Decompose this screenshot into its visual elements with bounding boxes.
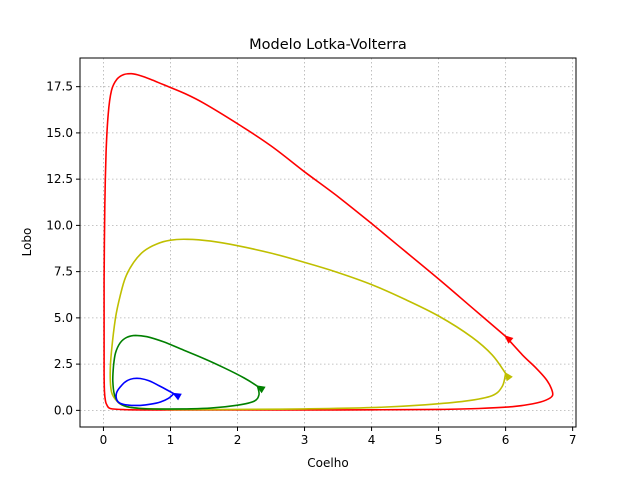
series-line-3 <box>111 334 260 410</box>
series-line-1 <box>103 72 554 411</box>
series-line-2 <box>109 238 507 411</box>
series-arrow-1 <box>504 335 514 344</box>
x-tick-label: 6 <box>502 433 510 447</box>
y-tick-label: 2.5 <box>54 357 73 371</box>
y-tick-label: 0.0 <box>54 403 73 417</box>
x-axis-label: Coelho <box>307 456 348 470</box>
plot-frame <box>79 57 577 428</box>
series-layer <box>103 72 554 411</box>
y-axis-label: Lobo <box>20 228 34 257</box>
x-tick-label: 2 <box>234 433 242 447</box>
x-tick-label: 4 <box>368 433 376 447</box>
series-arrow-3 <box>255 385 266 394</box>
series-arrow-4 <box>172 392 182 401</box>
grid <box>80 58 576 427</box>
y-tick-label: 12.5 <box>46 172 73 186</box>
y-tick-label: 10.0 <box>46 218 73 232</box>
x-tick-label: 0 <box>100 433 108 447</box>
y-tick-label: 7.5 <box>54 265 73 279</box>
x-tick-label: 5 <box>435 433 443 447</box>
y-tick-label: 17.5 <box>46 80 73 94</box>
y-tick-label: 15.0 <box>46 126 73 140</box>
x-tick-label: 3 <box>301 433 309 447</box>
chart-title: Modelo Lotka-Volterra <box>249 37 407 53</box>
series-line-4 <box>115 377 175 407</box>
y-tick-label: 5.0 <box>54 311 73 325</box>
y-axis: 0.0 2.5 5.0 7.5 10.0 12.5 15.0 17.5 <box>46 80 80 417</box>
x-axis: 0 1 2 3 4 5 6 7 <box>100 427 577 447</box>
x-tick-label: 7 <box>569 433 577 447</box>
x-tick-label: 1 <box>167 433 175 447</box>
series-arrow-2 <box>504 371 513 382</box>
